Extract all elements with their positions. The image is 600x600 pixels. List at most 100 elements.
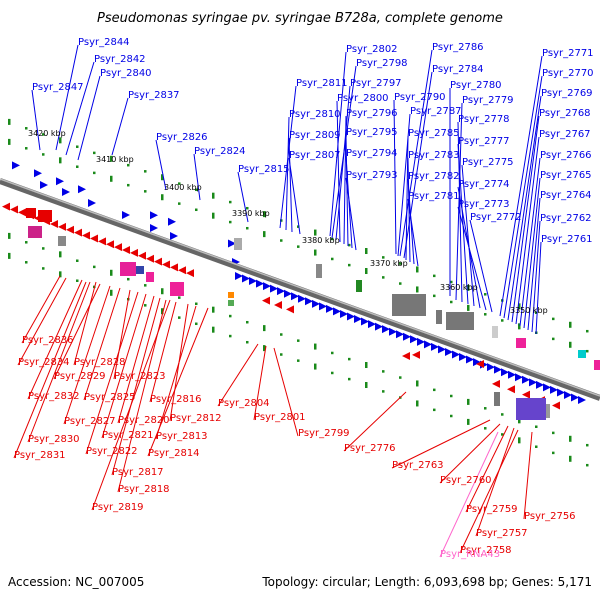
gene-block[interactable] bbox=[392, 294, 426, 316]
reverse-gene-arrow[interactable] bbox=[552, 401, 560, 410]
gene-label-psyr-2819[interactable]: Psyr_2819 bbox=[92, 502, 144, 513]
forward-gene-arrow[interactable] bbox=[382, 325, 390, 334]
gene-label-psyr-2823[interactable]: Psyr_2823 bbox=[114, 371, 166, 382]
gene-label-psyr-2797[interactable]: Psyr_2797 bbox=[350, 78, 402, 89]
forward-gene-arrow[interactable] bbox=[12, 161, 20, 170]
gene-label-psyr-2759[interactable]: Psyr_2759 bbox=[466, 504, 518, 515]
forward-gene-arrow[interactable] bbox=[62, 188, 70, 196]
gene-block[interactable] bbox=[492, 326, 498, 338]
reverse-gene-arrow[interactable] bbox=[162, 260, 170, 269]
gene-label-psyr-2790[interactable]: Psyr_2790 bbox=[394, 92, 446, 103]
reverse-gene-arrow[interactable] bbox=[106, 240, 114, 249]
forward-gene-arrow[interactable] bbox=[473, 358, 481, 367]
gene-label-psyr-2767[interactable]: Psyr_2767 bbox=[539, 129, 591, 140]
reverse-gene-arrow[interactable] bbox=[186, 269, 194, 278]
gene-label-psyr-2822[interactable]: Psyr_2822 bbox=[86, 446, 138, 457]
forward-gene-arrow[interactable] bbox=[389, 327, 397, 336]
gene-label-psyr-2827[interactable]: Psyr_2827 bbox=[64, 416, 116, 427]
gene-label-psyr-2809[interactable]: Psyr_2809 bbox=[289, 130, 341, 141]
gene-label-psyr-2776[interactable]: Psyr_2776 bbox=[344, 443, 396, 454]
forward-gene-arrow[interactable] bbox=[150, 211, 158, 220]
gene-label-psyr-2778[interactable]: Psyr_2778 bbox=[458, 114, 510, 125]
gene-label-psyr-2810[interactable]: Psyr_2810 bbox=[289, 109, 341, 120]
gene-block[interactable] bbox=[120, 262, 136, 276]
gene-label-psyr-2847[interactable]: Psyr_2847 bbox=[32, 82, 84, 93]
gene-label-psyr-2824[interactable]: Psyr_2824 bbox=[194, 146, 246, 157]
gene-label-psyr-2826[interactable]: Psyr_2826 bbox=[156, 132, 208, 143]
gene-label-psyr-2825[interactable]: Psyr_2825 bbox=[84, 392, 136, 403]
forward-gene-arrow[interactable] bbox=[242, 274, 250, 283]
forward-gene-arrow[interactable] bbox=[368, 320, 376, 329]
gene-label-psyr-2834[interactable]: Psyr_2834 bbox=[18, 357, 70, 368]
forward-gene-arrow[interactable] bbox=[78, 185, 86, 194]
gene-label-psyr-2760[interactable]: Psyr_2760 bbox=[440, 475, 492, 486]
gene-label-psyr-2844[interactable]: Psyr_2844 bbox=[78, 37, 130, 48]
gene-block[interactable] bbox=[26, 208, 36, 218]
gene-label-psyr-2777[interactable]: Psyr_2777 bbox=[458, 136, 510, 147]
forward-gene-arrow[interactable] bbox=[150, 224, 158, 232]
forward-gene-arrow[interactable] bbox=[557, 388, 565, 397]
forward-gene-arrow[interactable] bbox=[417, 337, 425, 346]
forward-gene-arrow[interactable] bbox=[263, 282, 271, 291]
gene-label-psyr-2769[interactable]: Psyr_2769 bbox=[541, 88, 593, 99]
reverse-gene-arrow[interactable] bbox=[82, 231, 90, 240]
reverse-gene-arrow[interactable] bbox=[522, 390, 530, 399]
forward-gene-arrow[interactable] bbox=[122, 211, 130, 219]
forward-gene-arrow[interactable] bbox=[410, 335, 418, 344]
reverse-gene-arrow[interactable] bbox=[90, 234, 98, 243]
gene-block[interactable] bbox=[546, 404, 550, 418]
gene-label-psyr-2830[interactable]: Psyr_2830 bbox=[28, 434, 80, 445]
reverse-gene-arrow[interactable] bbox=[114, 243, 122, 252]
gene-label-psyr-2787[interactable]: Psyr_2787 bbox=[410, 106, 462, 117]
gene-block[interactable] bbox=[228, 292, 234, 298]
forward-gene-arrow[interactable] bbox=[522, 375, 530, 384]
reverse-gene-arrow[interactable] bbox=[492, 379, 500, 388]
gene-label-psyr-2771[interactable]: Psyr_2771 bbox=[542, 48, 594, 59]
gene-label-psyr-2770[interactable]: Psyr_2770 bbox=[542, 68, 594, 79]
gene-label-psyr-2821[interactable]: Psyr_2821 bbox=[102, 430, 154, 441]
gene-block[interactable] bbox=[578, 350, 586, 358]
gene-label-psyr-2801[interactable]: Psyr_2801 bbox=[254, 412, 306, 423]
gene-label-psyr-2799[interactable]: Psyr_2799 bbox=[298, 428, 350, 439]
gene-label-psyr-2818[interactable]: Psyr_2818 bbox=[118, 484, 170, 495]
forward-gene-arrow[interactable] bbox=[459, 353, 467, 362]
gene-label-psyr-2775[interactable]: Psyr_2775 bbox=[462, 157, 514, 168]
gene-label-psyr-2794[interactable]: Psyr_2794 bbox=[346, 148, 398, 159]
gene-label-psyr-2802[interactable]: Psyr_2802 bbox=[346, 44, 398, 55]
forward-gene-arrow[interactable] bbox=[88, 199, 96, 207]
forward-gene-arrow[interactable] bbox=[508, 370, 516, 379]
forward-gene-arrow[interactable] bbox=[578, 396, 586, 405]
reverse-gene-arrow[interactable] bbox=[98, 237, 106, 246]
forward-gene-arrow[interactable] bbox=[571, 393, 579, 402]
forward-gene-arrow[interactable] bbox=[249, 277, 257, 286]
gene-block[interactable] bbox=[594, 360, 600, 370]
reverse-gene-arrow[interactable] bbox=[58, 222, 66, 231]
forward-gene-arrow[interactable] bbox=[168, 217, 176, 226]
forward-gene-arrow[interactable] bbox=[340, 309, 348, 318]
reverse-gene-arrow[interactable] bbox=[10, 205, 18, 214]
gene-label-psyr-2784[interactable]: Psyr_2784 bbox=[432, 64, 484, 75]
reverse-gene-arrow[interactable] bbox=[50, 219, 58, 228]
forward-gene-arrow[interactable] bbox=[333, 307, 341, 316]
gene-label-psyr-2757[interactable]: Psyr_2757 bbox=[476, 528, 528, 539]
forward-gene-arrow[interactable] bbox=[452, 350, 460, 359]
gene-label-psyr-2774[interactable]: Psyr_2774 bbox=[458, 179, 510, 190]
forward-gene-arrow[interactable] bbox=[170, 232, 178, 240]
forward-gene-arrow[interactable] bbox=[494, 365, 502, 374]
gene-label-psyr-2814[interactable]: Psyr_2814 bbox=[148, 448, 200, 459]
forward-gene-arrow[interactable] bbox=[487, 363, 495, 372]
gene-block[interactable] bbox=[228, 300, 234, 306]
gene-label-psyr-2765[interactable]: Psyr_2765 bbox=[540, 170, 592, 181]
gene-label-psyr-2763[interactable]: Psyr_2763 bbox=[392, 460, 444, 471]
gene-block[interactable] bbox=[234, 238, 242, 250]
gene-label-psyr-2762[interactable]: Psyr_2762 bbox=[540, 213, 592, 224]
gene-label-psyr-2836[interactable]: Psyr_2836 bbox=[22, 335, 74, 346]
forward-gene-arrow[interactable] bbox=[326, 304, 334, 313]
forward-gene-arrow[interactable] bbox=[305, 297, 313, 306]
gene-label-psyr-2811[interactable]: Psyr_2811 bbox=[296, 78, 348, 89]
reverse-gene-arrow[interactable] bbox=[274, 300, 282, 309]
gene-label-psyr-2842[interactable]: Psyr_2842 bbox=[94, 54, 146, 65]
reverse-gene-arrow[interactable] bbox=[154, 257, 162, 266]
gene-label-psyr-2773[interactable]: Psyr_2773 bbox=[458, 199, 510, 210]
reverse-gene-arrow[interactable] bbox=[2, 202, 10, 211]
